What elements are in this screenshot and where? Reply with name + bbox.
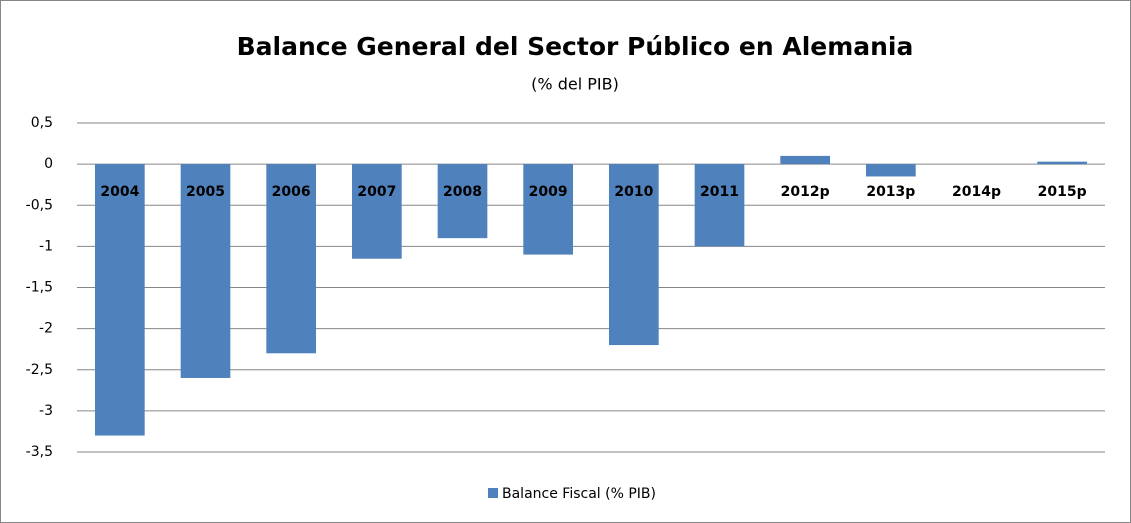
y-tick-label: -1 — [39, 238, 53, 254]
x-tick-label: 2014p — [952, 184, 1001, 200]
y-tick-label: -1,5 — [26, 280, 53, 296]
y-tick-label: -2,5 — [26, 362, 53, 378]
chart-subtitle: (% del PIB) — [531, 75, 619, 94]
bar — [694, 164, 745, 247]
legend-label: Balance Fiscal (% PIB) — [502, 486, 656, 502]
y-tick-label: 0,5 — [31, 115, 53, 131]
bar — [266, 164, 317, 354]
bar — [865, 164, 916, 177]
bar — [523, 164, 574, 255]
bar — [351, 164, 402, 259]
x-tick-label: 2011 — [700, 184, 739, 200]
x-tick-label: 2004 — [100, 184, 139, 200]
bar — [437, 164, 488, 239]
x-tick-label: 2007 — [357, 184, 396, 200]
y-tick-label: -3 — [39, 403, 53, 419]
bar — [780, 155, 831, 165]
x-tick-label: 2010 — [614, 184, 653, 200]
y-tick-label: 0 — [44, 156, 53, 172]
x-tick-label: 2005 — [186, 184, 225, 200]
y-tick-label: -3,5 — [26, 444, 53, 460]
chart-title: Balance General del Sector Público en Al… — [237, 32, 914, 61]
x-tick-label: 2008 — [443, 184, 482, 200]
legend-marker — [488, 488, 498, 498]
bar — [1037, 161, 1088, 165]
x-tick-label: 2013p — [866, 184, 915, 200]
y-tick-label: -2 — [39, 321, 53, 337]
x-tick-label: 2006 — [272, 184, 311, 200]
x-tick-label: 2009 — [529, 184, 568, 200]
bar — [94, 164, 145, 436]
x-tick-label: 2012p — [781, 184, 830, 200]
y-tick-label: -0,5 — [26, 197, 53, 213]
bar — [180, 164, 231, 378]
bar — [608, 164, 659, 346]
x-tick-label: 2015p — [1038, 184, 1087, 200]
